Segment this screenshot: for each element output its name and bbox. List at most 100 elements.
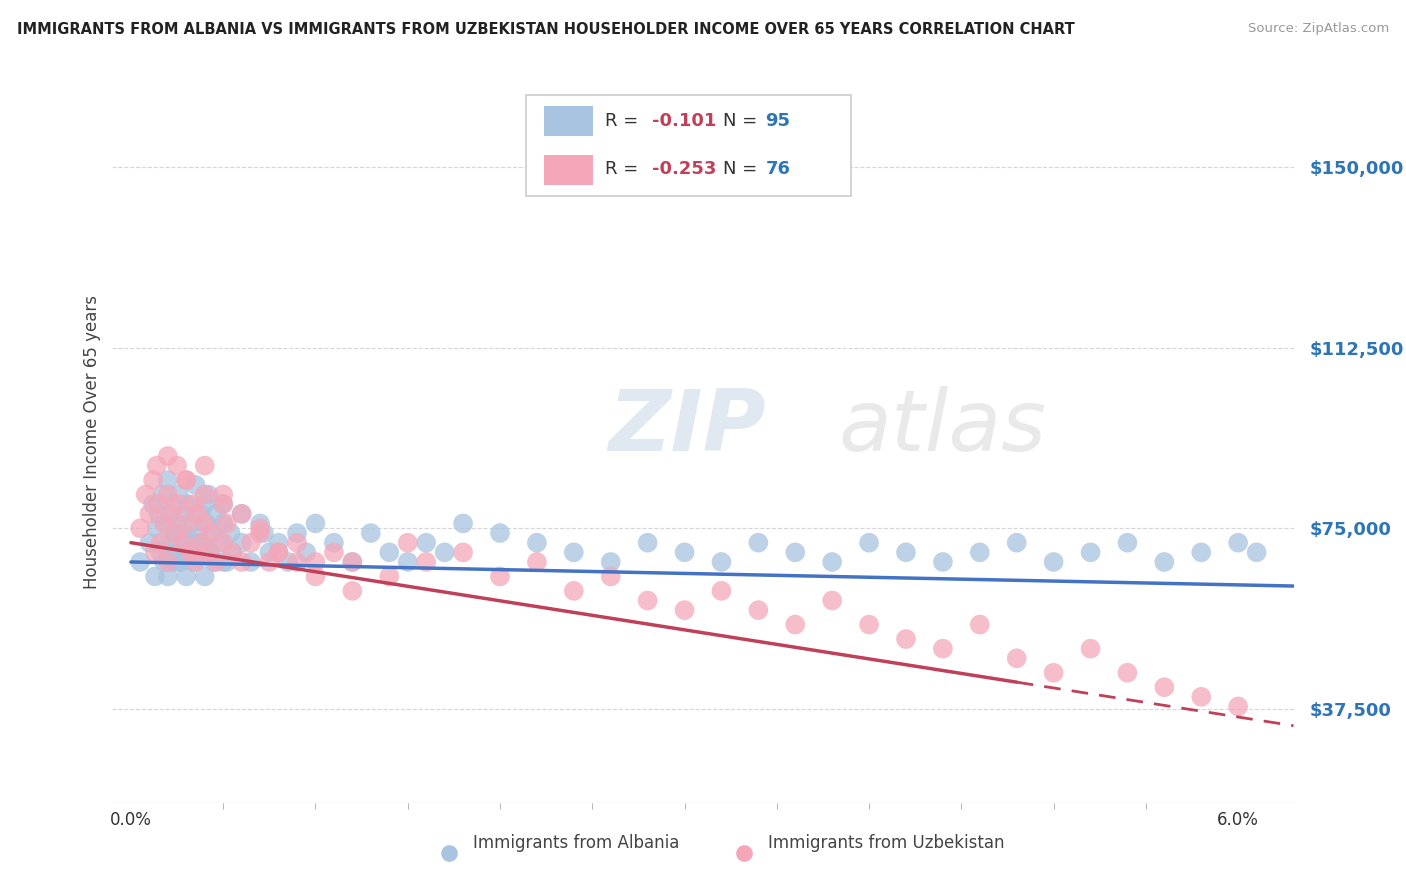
Text: ZIP: ZIP bbox=[609, 385, 766, 468]
Point bbox=[212, 487, 235, 501]
Point bbox=[1246, 545, 1268, 559]
Point bbox=[710, 583, 733, 598]
Point bbox=[160, 555, 183, 569]
Point bbox=[153, 555, 176, 569]
Point bbox=[1080, 545, 1102, 559]
Point bbox=[747, 603, 769, 617]
Point bbox=[174, 473, 197, 487]
Point bbox=[259, 555, 281, 569]
Point bbox=[194, 545, 217, 559]
Point bbox=[184, 535, 207, 549]
Point bbox=[186, 507, 208, 521]
Point bbox=[148, 497, 170, 511]
Point bbox=[322, 545, 346, 559]
Point bbox=[277, 555, 299, 569]
Point bbox=[138, 535, 160, 549]
Point bbox=[785, 617, 807, 632]
Point bbox=[415, 555, 437, 569]
Point bbox=[221, 545, 243, 559]
Point bbox=[526, 535, 548, 549]
Point bbox=[1005, 535, 1028, 549]
Point bbox=[180, 516, 202, 531]
Point bbox=[215, 516, 238, 531]
Text: 95: 95 bbox=[766, 112, 790, 130]
Point bbox=[1153, 555, 1175, 569]
Point bbox=[267, 535, 290, 549]
Point bbox=[150, 487, 173, 501]
Point bbox=[231, 555, 253, 569]
Point bbox=[396, 555, 419, 569]
Point bbox=[173, 507, 195, 521]
Point bbox=[249, 516, 271, 531]
Point bbox=[562, 545, 585, 559]
Point bbox=[451, 516, 474, 531]
Point bbox=[194, 516, 217, 531]
Point bbox=[710, 555, 733, 569]
Point bbox=[1042, 665, 1064, 680]
Point bbox=[415, 535, 437, 549]
Text: R =: R = bbox=[605, 161, 644, 178]
Text: R =: R = bbox=[605, 112, 644, 130]
Point bbox=[156, 487, 179, 501]
Point bbox=[200, 545, 222, 559]
Point bbox=[172, 535, 194, 549]
Point bbox=[194, 487, 217, 501]
Point bbox=[183, 497, 205, 511]
Point bbox=[322, 535, 346, 549]
Text: N =: N = bbox=[723, 161, 763, 178]
Point bbox=[932, 641, 955, 656]
Point bbox=[174, 473, 197, 487]
Point bbox=[159, 507, 181, 521]
Text: 76: 76 bbox=[766, 161, 790, 178]
Point bbox=[205, 507, 228, 521]
Point bbox=[212, 497, 235, 511]
Point bbox=[166, 555, 188, 569]
Point bbox=[821, 593, 844, 607]
Point bbox=[160, 507, 183, 521]
Point bbox=[194, 458, 217, 473]
Point bbox=[267, 545, 290, 559]
Point bbox=[143, 569, 166, 583]
Point bbox=[153, 516, 176, 531]
Point bbox=[186, 526, 208, 541]
Point bbox=[174, 545, 197, 559]
Point bbox=[285, 535, 308, 549]
Point bbox=[162, 497, 184, 511]
Text: Immigrants from Uzbekistan: Immigrants from Uzbekistan bbox=[768, 833, 1004, 852]
Point bbox=[212, 516, 235, 531]
Text: -0.101: -0.101 bbox=[652, 112, 717, 130]
Point bbox=[231, 507, 253, 521]
Point bbox=[396, 535, 419, 549]
Point bbox=[184, 478, 207, 492]
Point bbox=[155, 516, 177, 531]
Point bbox=[304, 516, 326, 531]
Text: IMMIGRANTS FROM ALBANIA VS IMMIGRANTS FROM UZBEKISTAN HOUSEHOLDER INCOME OVER 65: IMMIGRANTS FROM ALBANIA VS IMMIGRANTS FR… bbox=[17, 22, 1074, 37]
Point bbox=[197, 545, 219, 559]
Point bbox=[129, 521, 152, 535]
Point bbox=[858, 617, 880, 632]
Point bbox=[174, 569, 197, 583]
Point bbox=[1227, 699, 1250, 714]
Point bbox=[599, 569, 621, 583]
Point bbox=[129, 555, 152, 569]
Point bbox=[969, 545, 991, 559]
Point bbox=[894, 632, 917, 646]
Point bbox=[179, 545, 201, 559]
Point bbox=[249, 526, 271, 541]
Point bbox=[285, 555, 308, 569]
Point bbox=[149, 535, 172, 549]
Point bbox=[156, 449, 179, 463]
Point bbox=[135, 487, 157, 501]
Point bbox=[360, 526, 382, 541]
Point bbox=[190, 535, 212, 549]
Point bbox=[166, 458, 188, 473]
Y-axis label: Householder Income Over 65 years: Householder Income Over 65 years bbox=[83, 294, 101, 589]
Point bbox=[433, 545, 456, 559]
Point bbox=[160, 535, 183, 549]
Point bbox=[184, 555, 207, 569]
Point bbox=[149, 545, 172, 559]
FancyBboxPatch shape bbox=[544, 154, 593, 185]
Point bbox=[156, 555, 179, 569]
Point bbox=[194, 497, 217, 511]
Point bbox=[489, 569, 512, 583]
